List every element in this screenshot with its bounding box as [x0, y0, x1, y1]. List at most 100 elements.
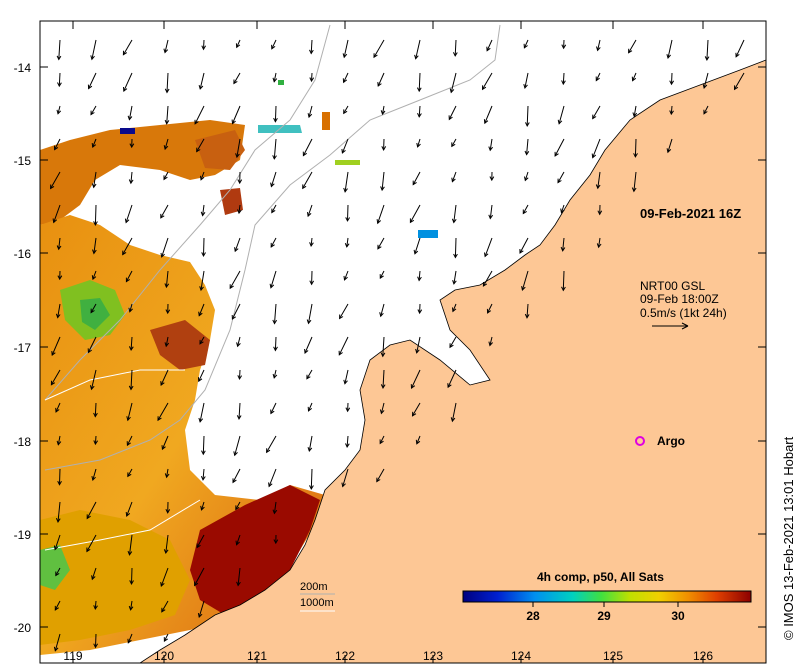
current-vector — [199, 402, 205, 422]
current-vector-head — [161, 607, 166, 613]
current-vector-head — [309, 77, 315, 83]
current-vector-head — [236, 581, 241, 587]
current-vector — [94, 204, 97, 226]
current-vector-head — [164, 88, 170, 94]
current-vector-head — [196, 147, 201, 153]
current-vector — [526, 105, 529, 127]
current-vector-head — [666, 54, 671, 60]
current-vector — [308, 105, 313, 118]
current-vector — [302, 171, 313, 189]
current-vector — [86, 534, 97, 552]
current-vector — [377, 204, 385, 224]
current-vector-head — [450, 417, 456, 423]
current-vector-head — [272, 509, 278, 515]
current-vector-head — [557, 178, 562, 184]
current-vector — [91, 39, 97, 60]
current-legend-line1: NRT00 GSL — [640, 279, 705, 293]
current-vector-head — [560, 246, 566, 252]
current-vector-head — [557, 119, 563, 125]
current-vector-head — [411, 411, 417, 417]
current-vector — [562, 72, 565, 85]
current-vector-head — [270, 242, 275, 248]
current-vector — [628, 39, 637, 53]
current-vector — [377, 72, 385, 87]
current-vector — [453, 204, 457, 223]
current-vector — [304, 336, 313, 354]
current-vector-head — [451, 177, 456, 183]
current-vector-head — [488, 341, 493, 347]
current-vector — [87, 336, 97, 353]
current-vector — [234, 435, 241, 456]
current-vector-head — [231, 119, 236, 125]
axis-ticks — [40, 21, 766, 663]
current-vector — [196, 138, 205, 152]
current-vector — [129, 303, 133, 312]
current-vector — [126, 501, 133, 517]
current-vector — [592, 105, 601, 119]
current-vector-head — [342, 53, 348, 59]
current-vector — [308, 303, 313, 324]
current-vector — [202, 435, 205, 455]
current-vector — [346, 435, 349, 448]
current-vector — [58, 39, 61, 60]
current-vector — [123, 72, 133, 92]
current-vector — [484, 237, 493, 257]
current-vector-head — [56, 245, 62, 251]
current-vector — [127, 402, 133, 421]
current-vector-head — [342, 78, 348, 84]
current-vector-head — [486, 308, 492, 314]
current-vector-head — [416, 142, 421, 148]
current-vector — [127, 633, 133, 643]
current-vector-head — [631, 76, 637, 82]
current-vector-head — [307, 113, 313, 119]
current-vector — [131, 567, 133, 585]
current-vector — [128, 105, 133, 120]
current-vector-head — [163, 145, 169, 151]
current-vector — [94, 402, 97, 417]
current-vector-head — [632, 112, 638, 118]
current-vector — [126, 435, 133, 446]
current-vector — [198, 369, 205, 382]
current-vector — [198, 303, 205, 316]
current-vector — [194, 567, 205, 586]
current-vector — [161, 435, 169, 450]
current-vector-head — [198, 84, 204, 90]
current-vector — [484, 105, 493, 124]
current-vector-head — [560, 208, 565, 214]
current-vector-head — [561, 286, 566, 292]
current-vector — [198, 600, 205, 618]
current-vector-head — [302, 151, 307, 157]
current-vector-head — [596, 46, 601, 52]
current-vector — [200, 270, 205, 291]
current-vector — [50, 171, 61, 189]
current-vector-head — [380, 352, 386, 358]
current-vector-head — [270, 409, 275, 415]
current-vector — [373, 39, 385, 58]
current-vector — [450, 72, 457, 93]
current-vector — [418, 105, 421, 117]
current-vector — [234, 237, 241, 252]
current-vector — [54, 534, 61, 550]
current-vector — [57, 105, 61, 114]
current-vector — [452, 303, 457, 312]
current-vector — [270, 402, 277, 414]
current-vector-head — [452, 52, 458, 57]
current-vector — [271, 204, 277, 213]
current-vector — [380, 402, 385, 414]
current-vector-head — [377, 82, 382, 87]
current-vector — [239, 369, 241, 380]
current-vector — [310, 237, 313, 247]
current-vector — [236, 138, 241, 158]
current-vector-head — [93, 412, 98, 418]
map-timestamp: 09-Feb-2021 16Z — [640, 206, 741, 221]
current-vector-head — [199, 339, 204, 345]
current-vector-head — [235, 540, 240, 546]
current-vector — [202, 468, 205, 480]
current-vector — [670, 105, 673, 115]
current-vector-head — [164, 119, 170, 125]
current-vector-head — [377, 244, 382, 250]
current-vector — [130, 369, 133, 390]
current-vector-head — [93, 605, 98, 611]
current-vector-head — [53, 545, 59, 551]
current-vector-head — [524, 150, 530, 156]
